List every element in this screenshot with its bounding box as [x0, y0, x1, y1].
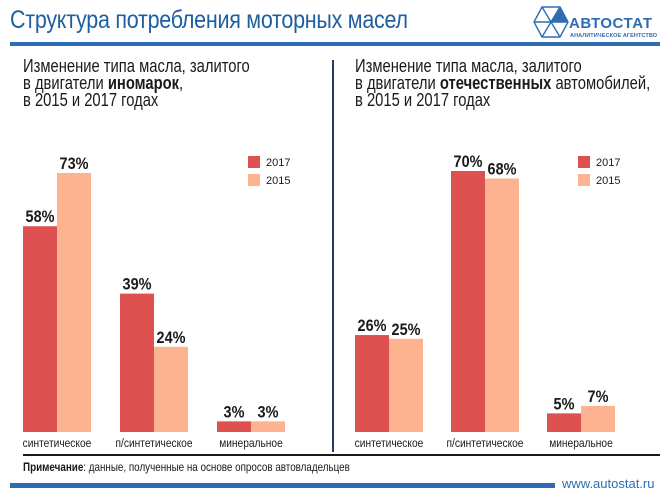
logo-subtitle: АНАЛИТИЧЕСКОЕ АГЕНТСТВО	[570, 33, 658, 39]
footnote-text: : данные, полученные на основе опросов а…	[83, 460, 350, 474]
footer-bar	[10, 483, 555, 488]
right-title-bold: отечественных	[439, 73, 552, 93]
legend-label-1-2017: 2017	[596, 157, 620, 169]
logo-hexagon-icon	[533, 6, 569, 38]
footnote: Примечание: данные, полученные на основе…	[23, 460, 350, 474]
category-label-0-0: синтетическое	[23, 437, 92, 450]
bar-1-1-2017	[451, 171, 485, 432]
data-label-1-0-2015: 25%	[392, 321, 421, 339]
bar-0-2-2015	[251, 421, 285, 432]
data-label-0-1-2017: 39%	[123, 276, 152, 294]
data-label-0-2-2017: 3%	[224, 403, 245, 421]
right-title-line1: Изменение типа масла, залитого	[355, 56, 582, 76]
footnote-label: Примечание	[23, 460, 84, 474]
data-label-1-1-2015: 68%	[488, 160, 517, 178]
left-title-line3: в 2015 и 2017 годах	[23, 90, 159, 110]
category-label-1-1: п/синтетическое	[447, 437, 524, 450]
title-underline	[10, 42, 660, 46]
legend-swatch-1-2017	[578, 156, 590, 168]
bar-0-0-2017	[23, 226, 57, 432]
category-label-1-2: минеральное	[549, 437, 613, 450]
right-chart-title: Изменение типа масла, залитого в двигате…	[355, 56, 651, 110]
data-label-0-0-2015: 73%	[60, 155, 89, 173]
data-label-1-0-2017: 26%	[358, 317, 387, 335]
data-label-0-1-2015: 24%	[157, 329, 186, 347]
footer-rule	[23, 454, 660, 456]
category-label-0-1: п/синтетическое	[116, 437, 193, 450]
category-label-1-0: синтетическое	[355, 437, 424, 450]
legend-label-1-2015: 2015	[596, 175, 620, 187]
left-chart-title: Изменение типа масла, залитого в двигате…	[23, 56, 250, 110]
bar-0-0-2015	[57, 173, 91, 432]
bar-0-2-2017	[217, 421, 251, 432]
bar-1-2-2015	[581, 405, 615, 432]
bar-1-0-2015	[389, 338, 423, 432]
left-title-line2-pre: в двигатели	[23, 73, 108, 93]
bar-1-2-2017	[547, 413, 581, 432]
right-title-line2-pre: в двигатели	[355, 73, 440, 93]
category-label-0-2: минеральное	[219, 437, 283, 450]
data-label-0-2-2015: 3%	[258, 403, 279, 421]
bar-1-1-2015	[485, 178, 519, 432]
left-title-line1: Изменение типа масла, залитого	[23, 56, 250, 76]
legend-label-0-2017: 2017	[266, 157, 290, 169]
autostat-logo: АВТОСТАТ АНАЛИТИЧЕСКОЕ АГЕНТСТВО	[533, 4, 663, 40]
left-title-bold: иномарок	[107, 73, 180, 93]
data-label-0-0-2017: 58%	[26, 208, 55, 226]
bar-1-0-2017	[355, 335, 389, 432]
legend-swatch-0-2015	[248, 174, 260, 186]
data-label-1-2-2015: 7%	[588, 388, 609, 406]
left-title-line2-post: ,	[179, 73, 184, 93]
page-title: Структура потребления моторных масел	[10, 6, 408, 34]
right-title-line2-post: автомобилей,	[551, 73, 651, 93]
data-label-1-1-2017: 70%	[454, 153, 483, 171]
data-label-1-2-2017: 5%	[554, 395, 575, 413]
logo-name: АВТОСТАТ	[569, 15, 653, 32]
site-link[interactable]: www.autostat.ru	[562, 476, 655, 491]
legend-swatch-0-2017	[248, 156, 260, 168]
right-title-line3: в 2015 и 2017 годах	[355, 90, 491, 110]
bar-0-1-2017	[120, 293, 154, 432]
chart-divider	[332, 60, 334, 452]
bar-0-1-2015	[154, 346, 188, 432]
legend-label-0-2015: 2015	[266, 175, 290, 187]
legend-swatch-1-2015	[578, 174, 590, 186]
